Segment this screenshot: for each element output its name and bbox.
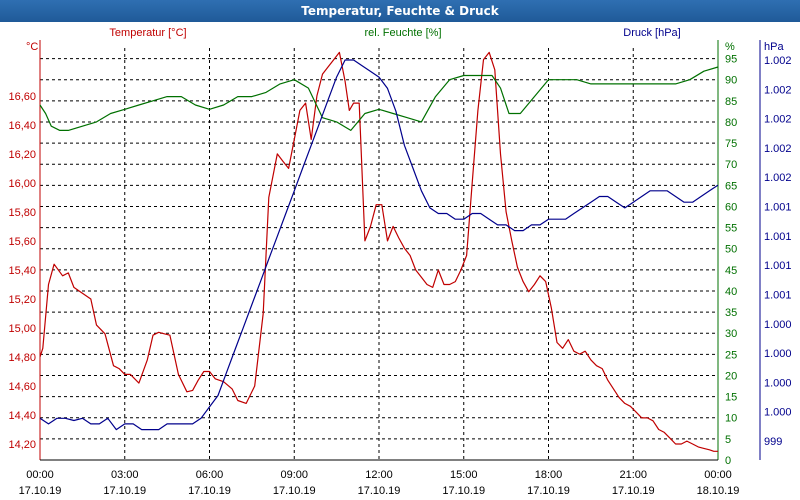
temperature-tick-label: 15,60 — [8, 236, 36, 248]
humidity-tick-label: 60 — [725, 201, 737, 213]
x-tick-date: 17.10.19 — [103, 485, 146, 497]
chart: 00:00 17.10.19 03:00 17.10.19 06:00 17.10.19 0… — [0, 22, 800, 500]
temperature-tick-label: 14,20 — [8, 439, 36, 451]
pressure-tick-label: 1.000 — [764, 348, 792, 360]
chart-title: Temperatur, Feuchte & Druck — [0, 0, 800, 22]
humidity-tick-label: 65 — [725, 180, 737, 192]
pressure-tick-label: 999 — [764, 436, 782, 448]
temperature-tick-label: 14,80 — [8, 352, 36, 364]
pressure-tick-label: 1.001 — [764, 289, 792, 301]
humidity-tick-label: 85 — [725, 96, 737, 108]
x-tick-date: 17.10.19 — [358, 485, 401, 497]
x-tick-time: 00:00 — [26, 469, 54, 481]
humidity-tick-label: 30 — [725, 328, 737, 340]
pressure-tick-label: 1.002 — [764, 114, 792, 126]
humidity-tick-label: 5 — [725, 434, 731, 446]
humidity-tick-label: 80 — [725, 117, 737, 129]
temperature-tick-label: 15,20 — [8, 294, 36, 306]
x-tick-date: 18.10.19 — [697, 485, 740, 497]
humidity-tick-label: 95 — [725, 54, 737, 66]
humidity-tick-label: 40 — [725, 286, 737, 298]
humidity-tick-label: 35 — [725, 307, 737, 319]
pressure-series-line — [39, 59, 719, 431]
x-tick-time: 00:00 — [704, 469, 732, 481]
pressure-tick-label: 1.001 — [764, 231, 792, 243]
x-tick-date: 17.10.19 — [612, 485, 655, 497]
humidity-unit: % — [725, 41, 735, 53]
temperature-tick-label: 16,40 — [8, 120, 36, 132]
humidity-tick-label: 15 — [725, 392, 737, 404]
x-tick-time: 06:00 — [196, 469, 224, 481]
x-tick-date: 17.10.19 — [527, 485, 570, 497]
pressure-tick-label: 1.000 — [764, 319, 792, 331]
pressure-axis-title: Druck [hPa] — [623, 27, 680, 39]
temperature-tick-label: 16,60 — [8, 91, 36, 103]
humidity-tick-label: 20 — [725, 370, 737, 382]
humidity-tick-label: 70 — [725, 159, 737, 171]
humidity-tick-label: 45 — [725, 265, 737, 277]
x-tick-date: 17.10.19 — [442, 485, 485, 497]
temperature-tick-label: 14,40 — [8, 410, 36, 422]
temperature-unit: °C — [26, 41, 38, 53]
pressure-tick-label: 1.000 — [764, 377, 792, 389]
humidity-tick-label: 10 — [725, 413, 737, 425]
pressure-tick-label: 1.002 — [764, 143, 792, 155]
x-tick-time: 12:00 — [365, 469, 393, 481]
pressure-tick-label: 1.002 — [764, 84, 792, 96]
x-tick-date: 17.10.19 — [273, 485, 316, 497]
humidity-series-line — [39, 66, 719, 131]
temperature-tick-label: 15,00 — [8, 323, 36, 335]
humidity-tick-label: 50 — [725, 244, 737, 256]
humidity-tick-label: 25 — [725, 349, 737, 361]
pressure-tick-label: 1.001 — [764, 202, 792, 214]
pressure-tick-label: 1.000 — [764, 407, 792, 419]
temperature-tick-label: 16,00 — [8, 178, 36, 190]
temperature-tick-label: 15,80 — [8, 207, 36, 219]
x-tick-date: 17.10.19 — [19, 485, 62, 497]
x-tick-time: 03:00 — [111, 469, 139, 481]
temperature-tick-label: 14,60 — [8, 381, 36, 393]
humidity-tick-label: 90 — [725, 75, 737, 87]
humidity-axis-title: rel. Feuchte [%] — [364, 27, 441, 39]
temperature-tick-label: 15,40 — [8, 265, 36, 277]
x-tick-time: 18:00 — [535, 469, 563, 481]
pressure-tick-label: 1.002 — [764, 55, 792, 67]
x-tick-time: 21:00 — [619, 469, 647, 481]
humidity-tick-label: 55 — [725, 223, 737, 235]
temperature-axis-title: Temperatur [°C] — [109, 27, 186, 39]
pressure-tick-label: 1.001 — [764, 260, 792, 272]
pressure-unit: hPa — [764, 41, 784, 53]
x-tick-time: 09:00 — [280, 469, 308, 481]
humidity-tick-label: 0 — [725, 455, 731, 467]
humidity-tick-label: 75 — [725, 138, 737, 150]
temperature-tick-label: 16,20 — [8, 149, 36, 161]
temperature-series-line — [39, 51, 718, 452]
pressure-tick-label: 1.002 — [764, 172, 792, 184]
x-tick-date: 17.10.19 — [188, 485, 231, 497]
x-tick-time: 15:00 — [450, 469, 478, 481]
